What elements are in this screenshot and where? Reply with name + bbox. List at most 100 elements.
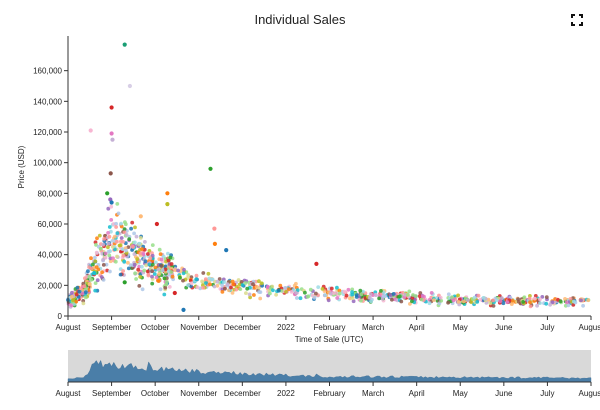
sale-point[interactable] xyxy=(294,281,298,286)
sale-point[interactable] xyxy=(252,293,256,297)
sale-point[interactable] xyxy=(135,257,140,262)
sale-point[interactable] xyxy=(150,274,154,279)
sale-point-highlight[interactable] xyxy=(109,131,114,136)
sale-point[interactable] xyxy=(108,269,112,274)
sale-point[interactable] xyxy=(106,249,111,254)
sale-point[interactable] xyxy=(119,221,123,226)
sale-point[interactable] xyxy=(126,266,131,271)
sale-point[interactable] xyxy=(91,262,95,267)
sale-point[interactable] xyxy=(89,278,94,282)
sale-point[interactable] xyxy=(522,295,527,300)
sale-point[interactable] xyxy=(103,251,108,256)
sale-point[interactable] xyxy=(314,291,318,296)
sale-point[interactable] xyxy=(501,301,506,306)
sale-point[interactable] xyxy=(138,275,143,279)
sale-point[interactable] xyxy=(95,278,100,283)
sale-point[interactable] xyxy=(83,295,88,300)
sale-point[interactable] xyxy=(350,290,354,295)
sale-point[interactable] xyxy=(162,276,167,281)
sale-point-highlight[interactable] xyxy=(165,202,170,207)
sale-point[interactable] xyxy=(147,249,152,253)
sale-point[interactable] xyxy=(115,254,119,259)
sale-point[interactable] xyxy=(481,296,486,300)
sale-point[interactable] xyxy=(379,289,383,293)
sale-point[interactable] xyxy=(354,295,359,299)
sale-point[interactable] xyxy=(410,299,414,304)
sale-point[interactable] xyxy=(178,275,182,280)
sale-point[interactable] xyxy=(146,252,150,256)
sale-point[interactable] xyxy=(168,255,173,260)
sale-point[interactable] xyxy=(114,221,118,226)
sale-point[interactable] xyxy=(215,283,220,288)
sale-point[interactable] xyxy=(133,225,137,230)
sale-point[interactable] xyxy=(181,271,186,276)
sale-point[interactable] xyxy=(167,285,172,289)
sale-point[interactable] xyxy=(138,272,143,276)
sale-point-highlight[interactable] xyxy=(109,200,114,205)
sale-point[interactable] xyxy=(294,291,298,295)
sale-point[interactable] xyxy=(528,300,532,305)
sale-point[interactable] xyxy=(399,299,404,304)
sale-point[interactable] xyxy=(150,243,155,248)
sale-point[interactable] xyxy=(231,282,236,287)
sale-point[interactable] xyxy=(505,300,510,304)
sale-point[interactable] xyxy=(410,296,415,300)
sale-point[interactable] xyxy=(243,281,248,285)
sale-point[interactable] xyxy=(220,283,225,288)
sale-point[interactable] xyxy=(137,241,142,246)
sale-point[interactable] xyxy=(230,291,235,295)
sale-point[interactable] xyxy=(124,232,129,237)
sale-point[interactable] xyxy=(391,292,396,296)
sale-point[interactable] xyxy=(98,246,103,251)
sale-point[interactable] xyxy=(181,278,185,283)
sale-point[interactable] xyxy=(109,218,114,222)
sale-point[interactable] xyxy=(106,245,110,250)
sale-point[interactable] xyxy=(134,234,139,239)
sale-point[interactable] xyxy=(367,295,372,300)
sale-point[interactable] xyxy=(118,272,123,277)
sale-point[interactable] xyxy=(101,278,106,282)
sale-point[interactable] xyxy=(244,291,248,295)
sale-point[interactable] xyxy=(268,291,272,296)
sale-point[interactable] xyxy=(331,291,336,295)
sale-point[interactable] xyxy=(159,264,164,268)
sale-point[interactable] xyxy=(93,259,98,264)
sale-point[interactable] xyxy=(137,284,142,288)
sale-point[interactable] xyxy=(368,292,373,296)
sale-point[interactable] xyxy=(540,295,545,299)
sale-point[interactable] xyxy=(528,304,533,309)
sale-point[interactable] xyxy=(194,273,199,278)
sale-point[interactable] xyxy=(156,278,160,283)
sale-point[interactable] xyxy=(107,225,112,229)
sale-point[interactable] xyxy=(69,294,74,299)
sale-point[interactable] xyxy=(119,224,124,229)
sale-point[interactable] xyxy=(89,256,93,261)
overview-brush[interactable]: August September October November December 20… xyxy=(56,350,600,398)
sale-point[interactable] xyxy=(258,296,263,301)
sale-point[interactable] xyxy=(323,293,327,297)
sale-point[interactable] xyxy=(223,286,227,291)
sale-point[interactable] xyxy=(374,293,378,297)
sale-point[interactable] xyxy=(157,247,162,252)
sale-point[interactable] xyxy=(572,299,576,304)
sale-point[interactable] xyxy=(586,298,591,303)
sale-point[interactable] xyxy=(358,288,363,293)
sale-point[interactable] xyxy=(186,283,191,288)
sale-point[interactable] xyxy=(163,285,168,290)
sale-point[interactable] xyxy=(117,243,122,248)
sale-point[interactable] xyxy=(153,260,158,265)
sale-point[interactable] xyxy=(140,247,144,251)
sale-point[interactable] xyxy=(150,269,155,274)
sale-point[interactable] xyxy=(126,260,130,265)
sale-point[interactable] xyxy=(209,277,214,282)
sale-point[interactable] xyxy=(439,298,444,303)
sale-point[interactable] xyxy=(568,297,573,301)
sale-point-highlight[interactable] xyxy=(138,214,143,219)
sale-point[interactable] xyxy=(274,292,278,297)
sale-point[interactable] xyxy=(121,269,125,273)
sale-point[interactable] xyxy=(136,267,141,272)
sale-point[interactable] xyxy=(350,296,355,301)
sale-point[interactable] xyxy=(122,227,127,232)
sale-point[interactable] xyxy=(144,263,149,268)
sale-point[interactable] xyxy=(427,301,432,306)
